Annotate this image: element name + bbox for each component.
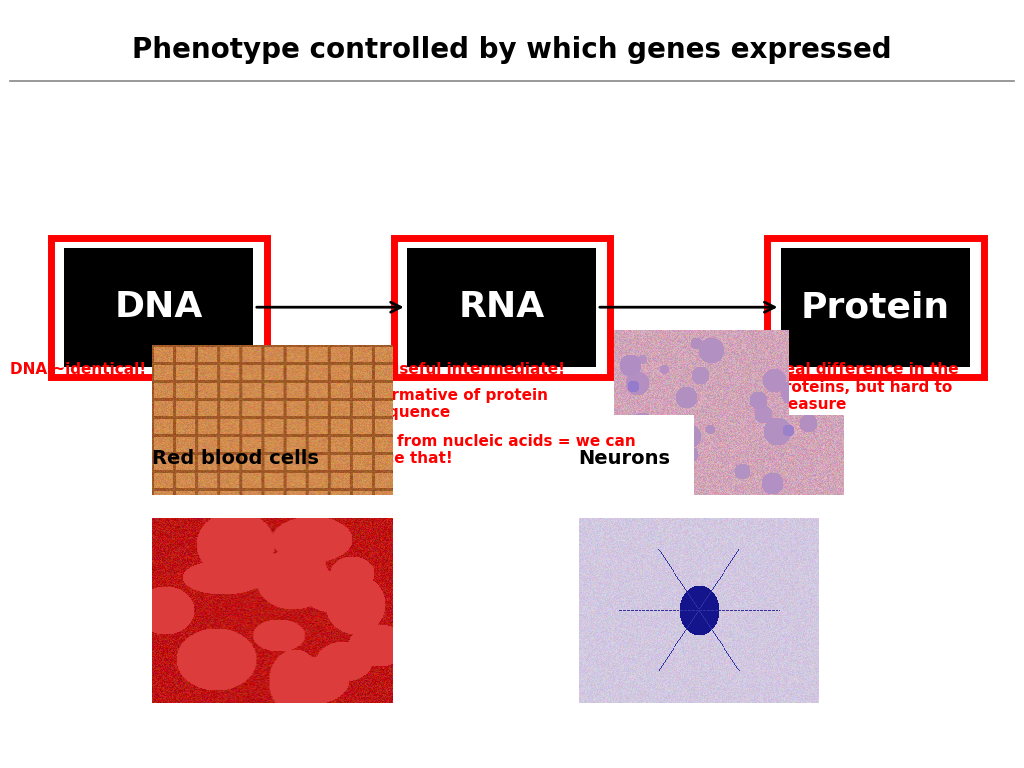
Bar bbox=[63, 248, 254, 367]
Text: -   Made from nucleic acids = we can
sequence that!: - Made from nucleic acids = we can seque… bbox=[323, 434, 635, 466]
Text: Skin: Skin bbox=[210, 362, 257, 382]
Text: -   ~Informative of protein
level/sequence: - ~Informative of protein level/sequence bbox=[323, 388, 548, 420]
Bar bbox=[51, 238, 266, 377]
Bar bbox=[780, 248, 971, 367]
Text: Neurons: Neurons bbox=[579, 449, 671, 468]
Text: ocy: ocy bbox=[696, 362, 734, 382]
Bar bbox=[393, 238, 609, 377]
Text: DNA: DNA bbox=[115, 290, 203, 324]
Text: RNA is a useful intermediate!: RNA is a useful intermediate! bbox=[312, 362, 565, 378]
Bar bbox=[768, 238, 983, 377]
Text: Protein: Protein bbox=[801, 290, 950, 324]
Bar bbox=[407, 248, 596, 367]
Text: RNA: RNA bbox=[459, 290, 545, 324]
Text: DNA ~identical!: DNA ~identical! bbox=[10, 362, 146, 378]
Text: Phenotype controlled by which genes expressed: Phenotype controlled by which genes expr… bbox=[132, 36, 892, 64]
Text: Real difference in the
proteins, but hard to
measure: Real difference in the proteins, but har… bbox=[773, 362, 958, 412]
Text: Red blood cells: Red blood cells bbox=[152, 449, 318, 468]
